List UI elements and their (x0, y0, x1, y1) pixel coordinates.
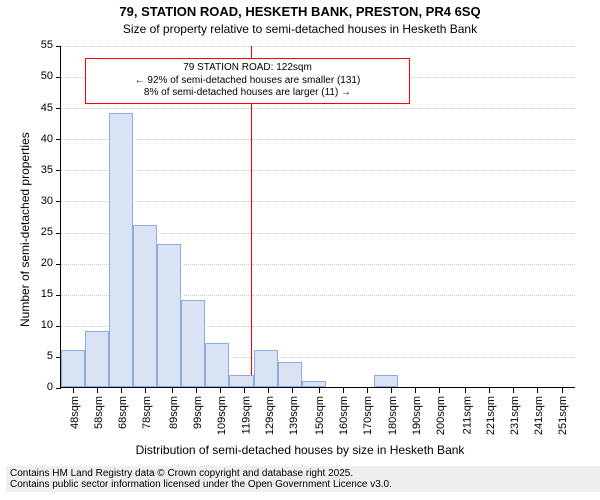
x-tick-label: 180sqm (387, 396, 399, 435)
x-tick-label: 78sqm (141, 396, 153, 429)
histogram-bar (374, 375, 398, 387)
annotation-box: 79 STATION ROAD: 122sqm ← 92% of semi-de… (85, 58, 410, 104)
x-tick-label: 200sqm (435, 396, 447, 435)
x-tick-label: 89sqm (168, 396, 180, 429)
y-tick-label: 20 (41, 257, 53, 269)
y-tick-label: 15 (41, 288, 53, 300)
y-tick-label: 30 (41, 195, 53, 207)
x-tick-label: 68sqm (117, 396, 129, 429)
y-tick-label: 35 (41, 164, 53, 176)
x-tick-label: 251sqm (558, 396, 570, 435)
y-tick-label: 0 (47, 381, 53, 393)
histogram-bar (229, 375, 253, 387)
y-tick-label: 45 (41, 102, 53, 114)
y-axis-label: Number of semi-detached properties (18, 132, 32, 327)
histogram-bar (157, 244, 181, 387)
x-tick-label: 190sqm (411, 396, 423, 435)
gridline (61, 46, 575, 47)
histogram-bar (181, 300, 205, 387)
y-tick-label: 50 (41, 70, 53, 82)
x-tick-label: 48sqm (69, 396, 81, 429)
annotation-line1: 79 STATION ROAD: 122sqm (92, 62, 403, 75)
chart-title: 79, STATION ROAD, HESKETH BANK, PRESTON,… (0, 4, 600, 19)
footer-line2: Contains public sector information licen… (10, 479, 596, 490)
plot-area: 051015202530354045505548sqm58sqm68sqm78s… (60, 46, 575, 388)
x-tick-label: 160sqm (339, 396, 351, 435)
chart-subtitle: Size of property relative to semi-detach… (0, 22, 600, 36)
x-tick-label: 241sqm (533, 396, 545, 435)
x-tick-label: 58sqm (93, 396, 105, 429)
histogram-bar (278, 362, 302, 387)
x-tick-label: 211sqm (461, 396, 473, 434)
chart-root: 79, STATION ROAD, HESKETH BANK, PRESTON,… (0, 0, 600, 500)
gridline (61, 170, 575, 171)
x-tick-label: 99sqm (192, 396, 204, 429)
y-tick-label: 25 (41, 226, 53, 238)
x-tick-label: 119sqm (240, 396, 252, 434)
y-tick-label: 55 (41, 39, 53, 51)
x-tick-label: 109sqm (216, 396, 228, 435)
footer: Contains HM Land Registry data © Crown c… (6, 466, 600, 492)
x-tick-label: 150sqm (315, 396, 327, 435)
gridline (61, 108, 575, 109)
gridline (61, 201, 575, 202)
x-tick-label: 221sqm (485, 396, 497, 435)
annotation-line3: 8% of semi-detached houses are larger (1… (92, 87, 403, 100)
x-axis-label: Distribution of semi-detached houses by … (0, 443, 600, 457)
gridline (61, 139, 575, 140)
histogram-bar (205, 343, 229, 387)
histogram-bar (254, 350, 278, 387)
y-tick-label: 10 (41, 319, 53, 331)
x-tick-label: 170sqm (363, 396, 375, 435)
x-tick-label: 231sqm (509, 396, 521, 435)
histogram-bar (133, 225, 157, 387)
x-tick-label: 129sqm (264, 396, 276, 435)
y-tick-label: 5 (47, 350, 53, 362)
y-tick-label: 40 (41, 133, 53, 145)
histogram-bar (109, 113, 133, 387)
footer-line1: Contains HM Land Registry data © Crown c… (10, 468, 596, 479)
annotation-line2: ← 92% of semi-detached houses are smalle… (92, 75, 403, 88)
histogram-bar (302, 381, 326, 387)
histogram-bar (85, 331, 109, 387)
x-tick-label: 139sqm (288, 396, 300, 435)
histogram-bar (61, 350, 85, 387)
